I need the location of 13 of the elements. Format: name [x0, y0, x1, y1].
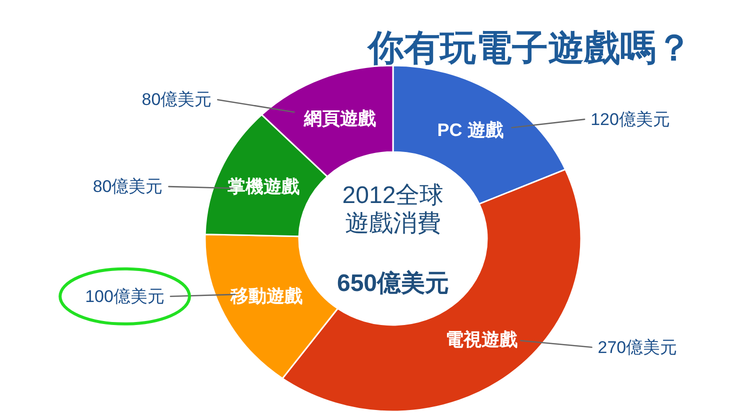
data-label: 80億美元 [142, 90, 212, 110]
text: 2012全球遊戲消費 [342, 182, 444, 236]
slice-label: 電視遊戲 [445, 330, 518, 350]
chart-title: 你有玩電子遊戲嗎？ [366, 27, 692, 68]
data-label: 120億美元 [590, 110, 670, 129]
data-label: 80億美元 [92, 177, 163, 196]
slice-label: PC 遊戲 [437, 120, 504, 140]
slice-label: 移動遊戲 [230, 286, 303, 306]
data-label: 100億美元 [85, 286, 164, 306]
slice-label: 掌機遊戲 [228, 176, 300, 197]
text: 650億美元 [336, 268, 450, 296]
slice-label: 網頁遊戲 [302, 108, 376, 128]
data-label: 270億美元 [598, 338, 678, 357]
